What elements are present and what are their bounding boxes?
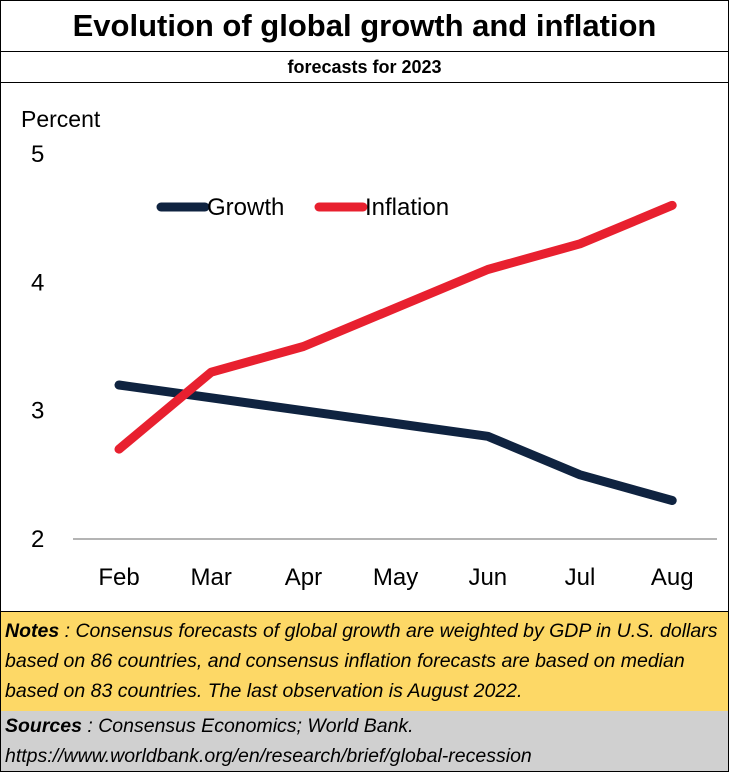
x-tick-label: Apr [285,564,322,591]
chart-subtitle: forecasts for 2023 [1,52,728,83]
notes-text: : Consensus forecasts of global growth a… [5,620,718,702]
x-tick-label: Jul [565,564,596,591]
sources-panel: Sources : Consensus Economics; World Ban… [1,711,728,771]
chart-area: Percent 2 3 4 5 Feb Mar Apr May Jun Jul Aug Growt… [1,83,728,611]
x-tick-label: Aug [651,564,694,591]
sources-label: Sources [5,715,82,737]
x-tick-label: Feb [98,564,139,591]
y-tick-label: 4 [31,269,44,296]
x-tick-label: Mar [191,564,232,591]
series-line-growth [114,380,677,505]
series-line-inflation [114,200,677,454]
y-tick-label: 2 [31,526,44,553]
legend-label-growth: Growth [207,194,284,221]
notes-label: Notes [5,620,60,642]
line-chart: Percent 2 3 4 5 Feb Mar Apr May Jun Jul Aug Growt… [21,106,717,591]
y-tick-label: 3 [31,398,44,425]
x-tick-label: Jun [468,564,507,591]
y-axis-label: Percent [21,106,101,132]
notes-panel: Notes : Consensus forecasts of global gr… [1,611,728,715]
sources-url[interactable]: https://www.worldbank.org/en/research/br… [5,745,532,767]
y-tick-label: 5 [31,141,44,168]
x-tick-label: May [373,564,418,591]
sources-text: : Consensus Economics; World Bank. [81,715,414,737]
chart-title: Evolution of global growth and inflation [1,1,728,52]
legend-label-inflation: Inflation [365,194,449,221]
